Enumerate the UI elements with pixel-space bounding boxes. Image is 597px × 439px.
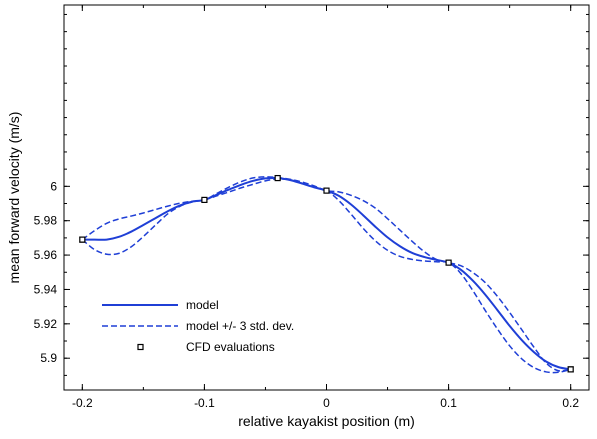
x-tick-label: -0.2 [72, 396, 93, 410]
y-tick-label: 5.98 [34, 214, 58, 228]
legend-entry: model +/- 3 std. dev. [102, 319, 294, 333]
y-tick-label: 5.94 [34, 282, 58, 296]
legend: model model +/- 3 std. dev. CFD evaluation… [102, 298, 294, 354]
cfd-evaluation-point [445, 259, 452, 266]
cfd-marker [445, 259, 452, 266]
cfd-evaluation-point [201, 196, 208, 204]
series-line-std-dev-1 [81, 176, 571, 372]
x-tick-label: 0.1 [440, 396, 457, 410]
series-line-model [82, 176, 571, 371]
series-layer [81, 176, 571, 374]
cfd-evaluation-point [274, 174, 281, 182]
y-axis-label: mean forward velocity (m/s) [6, 112, 22, 284]
cfd-marker [567, 366, 574, 373]
x-tick-label: 0.2 [562, 396, 579, 410]
y-tick-label: 5.96 [34, 248, 58, 262]
y-axis: 5.9 5.92 5.94 5.96 5.98 6 [34, 13, 589, 376]
cfd-marker [79, 236, 86, 243]
y-tick-label: 5.92 [34, 317, 58, 331]
legend-entry: CFD evaluations [137, 340, 275, 354]
legend-entry: model [102, 298, 219, 312]
y-tick-label: 6 [50, 179, 57, 193]
x-axis-label: relative kayakist position (m) [238, 413, 415, 429]
plot-frame [63, 4, 590, 391]
legend-label: model [186, 298, 219, 312]
cfd-evaluation-point [567, 366, 574, 373]
legend-marker [137, 343, 144, 351]
x-tick-label: -0.1 [194, 396, 215, 410]
x-axis: -0.2 -0.1 0 0.1 0.2 [72, 5, 579, 410]
cfd-marker [274, 174, 281, 182]
x-tick-label: 0 [323, 396, 330, 410]
cfd-evaluation-point [79, 236, 86, 243]
cfd-marker [201, 196, 208, 204]
cfd-marker [323, 187, 330, 194]
series-line-std-dev-2 [81, 178, 571, 374]
marker-layer [79, 174, 574, 373]
legend-label: model +/- 3 std. dev. [186, 319, 294, 333]
cfd-evaluation-point [323, 187, 330, 194]
y-tick-label: 5.9 [40, 351, 57, 365]
legend-label: CFD evaluations [186, 340, 275, 354]
